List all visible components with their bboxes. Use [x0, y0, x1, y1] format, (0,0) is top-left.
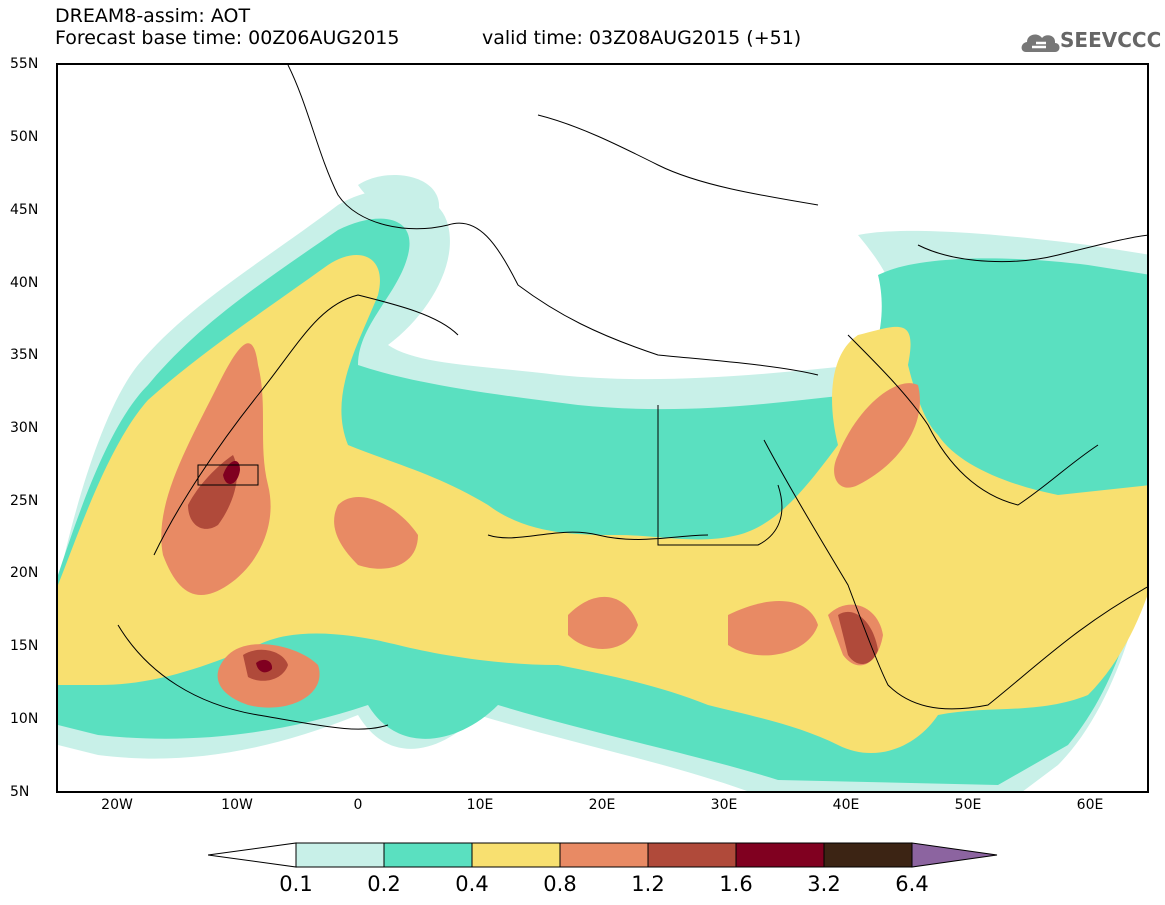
colorbar-seg-0 [208, 842, 297, 868]
colorbar-label-3: 0.8 [543, 872, 577, 896]
lat-label-55n: 55N [10, 56, 39, 72]
colorbar-seg-5 [647, 842, 737, 868]
lat-label-50n: 50N [10, 129, 39, 145]
colorbar-seg-6 [735, 842, 825, 868]
lon-label-20w: 20W [101, 797, 133, 813]
map-title: DREAM8-assim: AOT [55, 5, 251, 27]
lat-label-15n: 15N [10, 638, 39, 654]
lon-label-0: 0 [353, 797, 363, 813]
lat-label-30n: 30N [10, 420, 39, 436]
cloud-logo-icon [1021, 34, 1060, 52]
colorbar [208, 842, 998, 868]
colorbar-label-1: 0.2 [367, 872, 401, 896]
lon-label-20e: 20E [588, 797, 616, 813]
colorbar-label-7: 6.4 [895, 872, 929, 896]
lat-label-25n: 25N [10, 493, 39, 509]
colorbar-seg-7 [823, 842, 913, 868]
aot-field [58, 65, 1147, 791]
colorbar-label-0: 0.1 [279, 872, 313, 896]
colorbar-label-2: 0.4 [455, 872, 489, 896]
colorbar-label-5: 1.6 [719, 872, 753, 896]
lon-label-10w: 10W [221, 797, 253, 813]
lon-label-40e: 40E [832, 797, 860, 813]
coastlines [117, 65, 1147, 730]
aot-band-1.6 [223, 460, 273, 673]
logo-text: SEEVCCC [1060, 28, 1162, 52]
lon-label-50e: 50E [954, 797, 982, 813]
lat-label-40n: 40N [10, 275, 39, 291]
valid-time: valid time: 03Z08AUG2015 (+51) [482, 27, 802, 49]
lat-label-5n: 5N [10, 784, 30, 800]
colorbar-label-6: 3.2 [807, 872, 841, 896]
lon-label-30e: 30E [710, 797, 738, 813]
lat-label-45n: 45N [10, 202, 39, 218]
colorbar-seg-4 [559, 842, 649, 868]
forecast-base-time: Forecast base time: 00Z06AUG2015 [55, 27, 400, 49]
lat-label-20n: 20N [10, 565, 39, 581]
colorbar-seg-8 [911, 842, 998, 868]
colorbar-seg-3 [471, 842, 561, 868]
lat-label-35n: 35N [10, 347, 39, 363]
lon-label-60e: 60E [1076, 797, 1104, 813]
colorbar-seg-2 [383, 842, 473, 868]
map-area [56, 63, 1149, 793]
lon-label-10e: 10E [466, 797, 494, 813]
colorbar-label-4: 1.2 [631, 872, 665, 896]
colorbar-seg-1 [295, 842, 385, 868]
lat-label-10n: 10N [10, 711, 39, 727]
